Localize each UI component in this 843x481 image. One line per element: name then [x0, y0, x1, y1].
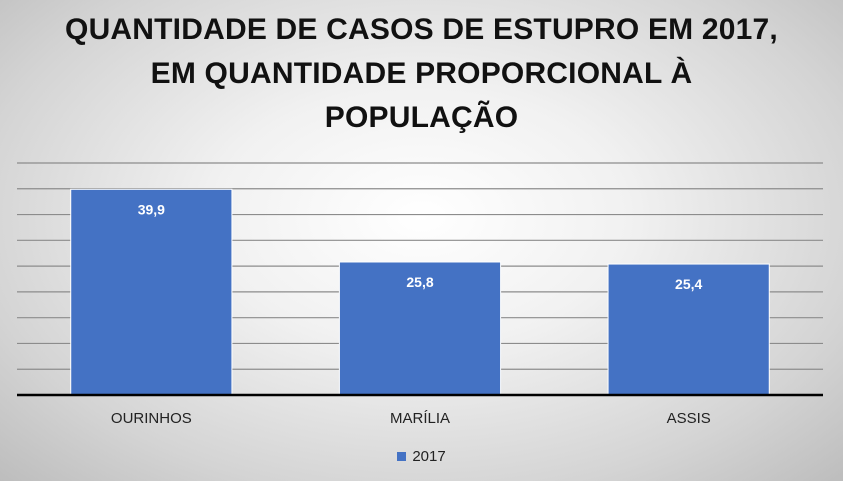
legend-label: 2017 [412, 448, 446, 465]
data-label: 25,8 [406, 274, 433, 290]
category-label: MARÍLIA [390, 410, 450, 427]
chart-title: QUANTIDADE DE CASOS DE ESTUPRO EM 2017, … [65, 13, 778, 134]
bar-ourinhos [70, 188, 233, 396]
category-label: OURINHOS [111, 410, 192, 427]
bar-assis [607, 263, 770, 396]
legend-swatch [397, 452, 407, 461]
bar-marília [338, 261, 502, 396]
legend: 2017 [0, 448, 843, 465]
data-label: 39,9 [138, 201, 165, 217]
data-label: 25,4 [675, 276, 702, 292]
category-label: ASSIS [667, 410, 711, 427]
